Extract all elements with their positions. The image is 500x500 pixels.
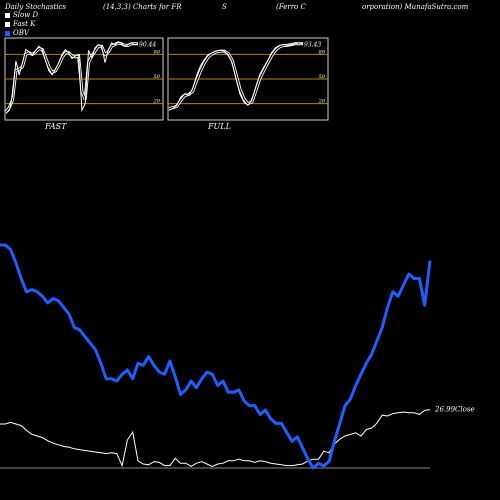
source-label: orporation) MunafaSutra.com [362,3,469,11]
close-price-label: 26.99Close [434,406,475,414]
obv-line [0,243,432,470]
full-value-label: 93.43 [304,42,321,49]
full-tick-label-80: 80 [319,49,326,55]
full-slow-d-core [168,43,303,110]
legend-item-slow-d: Slow D [5,11,38,20]
fast-tick-label-50: 50 [154,74,161,80]
legend-swatch [5,22,10,27]
full-tick-label-50: 50 [319,74,326,80]
fast-fast-k-line [5,41,139,114]
legend-label: Fast K [13,20,36,28]
legend-item-fast-k: Fast K [5,20,38,29]
legend: Slow D Fast K OBV [5,11,38,38]
full-tick-label-20: 20 [318,99,326,105]
fast-value-label: 90.44 [139,42,156,49]
full-panel-caption: FULL [208,122,231,131]
chart-title: Daily Stochastics [5,3,67,11]
legend-item-obv: OBV [5,29,38,38]
legend-label: OBV [13,29,29,37]
legend-swatch [5,13,10,18]
legend-swatch [5,31,10,36]
ticker-fragment: S [222,3,227,11]
fast-tick-label-20: 20 [153,99,161,105]
fast-tick-label-80: 80 [154,49,161,55]
fast-panel-caption: FAST [45,122,67,131]
close-price-line [0,409,431,468]
legend-label: Slow D [13,11,39,19]
company-name: (Ferro C [276,3,306,11]
chart-params: (14,3,3) Charts for FR [103,3,182,11]
full-fast-k-line [168,42,304,111]
